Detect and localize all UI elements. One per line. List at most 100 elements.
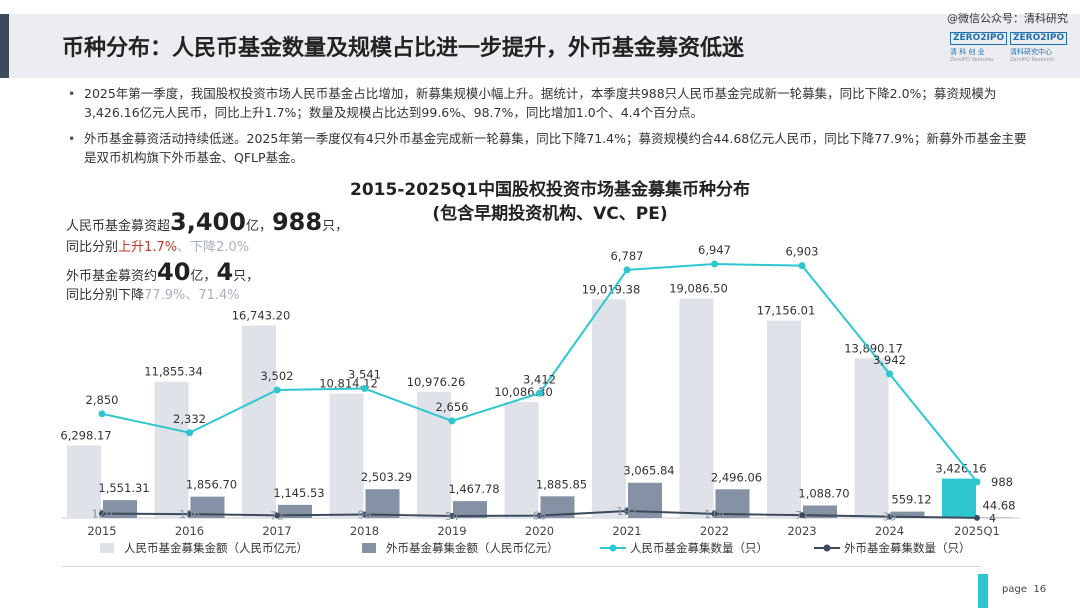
rmb-count-label: 3,942 <box>873 353 906 367</box>
fx-count-point <box>886 513 893 520</box>
fx-count-point <box>274 512 280 519</box>
x-tick-label: 2016 <box>175 524 204 538</box>
fx-count-point <box>711 510 718 517</box>
rmb-anno-amount: 3,400 <box>170 208 246 236</box>
rmb-anno-text: 人民币基金募资超 <box>66 219 171 234</box>
fx-count-label: 106 <box>179 508 200 521</box>
fx-count-point <box>99 510 105 517</box>
rmb-amount-label: 11,855.34 <box>144 365 203 379</box>
page-label: page <box>1002 584 1027 595</box>
fx-count-label: 4 <box>989 512 996 525</box>
page-number: page 16 <box>1002 584 1046 595</box>
legend-label: 人民币基金募集金额（人民币亿元） <box>124 541 308 555</box>
rmb-amount-bar <box>242 325 276 518</box>
rmb-anno-up: 上升1.7% <box>118 240 178 255</box>
header-accent <box>0 14 9 78</box>
rmb-count-label: 3,541 <box>348 368 381 382</box>
fx-anno-unit1: 亿， <box>190 269 217 284</box>
rmb-amount-bar <box>67 445 101 518</box>
fx-anno-yoy: 同比分别下降 <box>66 288 145 303</box>
legend-swatch <box>362 543 376 553</box>
rmb-anno-down: 下降2.0% <box>190 240 250 255</box>
rmb-amount-label: 19,019.38 <box>582 282 641 296</box>
fx-count-label: 114 <box>704 508 725 521</box>
x-tick-label: 2017 <box>262 524 291 538</box>
rmb-anno-unit1: 亿， <box>245 219 272 234</box>
fx-count-label: 72 <box>270 509 284 522</box>
rmb-anno-sep: 、 <box>177 240 191 255</box>
logo-cn-left: 清 科 创 业 <box>950 48 985 56</box>
rmb-count-label: 2,656 <box>436 400 469 414</box>
fx-annotation-line1: 外币基金募资约40亿，4只， <box>66 258 259 286</box>
logo-mark-right: ZERO2IPO <box>1010 32 1068 45</box>
fx-amount-label: 44.68 <box>983 498 1016 512</box>
fx-amount-label: 1,551.31 <box>98 481 149 495</box>
legend-swatch <box>100 543 114 553</box>
rmb-amount-bar <box>592 299 626 518</box>
chart-subtitle: (包含早期投资机构、VC、PE) <box>432 204 668 224</box>
rmb-amount-bar <box>942 478 976 518</box>
rmb-count-label: 6,903 <box>786 245 819 259</box>
bullet-fx: 外币基金募资活动持续低迷。2025年第一季度仅有4只外币基金完成新一轮募集，同比… <box>68 129 1028 167</box>
page-number-value: 16 <box>1033 584 1047 595</box>
rmb-count-label: 3,412 <box>523 372 556 386</box>
fx-count-label: 39 <box>883 511 897 524</box>
fx-amount-label: 559.12 <box>891 493 931 507</box>
rmb-count-label: 2,332 <box>173 412 206 426</box>
fx-anno-amount: 40 <box>157 258 191 286</box>
footer-divider <box>62 566 982 567</box>
rmb-count-point <box>273 386 281 394</box>
fx-count-label: 66 <box>533 510 547 523</box>
x-tick-label: 2018 <box>350 524 379 538</box>
fx-count-label: 96 <box>358 508 372 521</box>
rmb-amount-label: 3,426.16 <box>935 462 986 476</box>
rmb-count-point <box>536 389 543 397</box>
fx-amount-label: 1,885.85 <box>536 477 587 491</box>
fx-count-label: 120 <box>92 508 113 521</box>
fx-anno-count: 4 <box>216 258 234 286</box>
fx-amount-label: 1,467.78 <box>448 482 499 496</box>
fx-count-point <box>449 513 455 520</box>
fx-amount-bar <box>453 501 487 518</box>
rmb-amount-label: 17,156.01 <box>757 304 816 318</box>
fx-count-point <box>186 511 193 518</box>
fx-amount-label: 1,088.70 <box>798 486 849 500</box>
rmb-count-point <box>973 478 981 486</box>
rmb-amount-bar <box>154 381 189 518</box>
rmb-amount-label: 10,976.26 <box>407 375 466 389</box>
fx-count-label: 54 <box>445 510 459 523</box>
rmb-count-label: 2,850 <box>86 393 119 407</box>
fx-count-point <box>974 514 980 521</box>
rmb-annotation-line1: 人民币基金募资超3,400亿，988只， <box>66 208 348 236</box>
rmb-count-point <box>798 262 806 270</box>
x-tick-label: 2019 <box>437 524 466 538</box>
rmb-anno-count: 988 <box>271 208 323 236</box>
x-tick-label: 2022 <box>700 524 729 538</box>
fx-amount-label: 1,145.53 <box>273 486 324 500</box>
rmb-count-point <box>711 260 718 268</box>
fx-count-label: 192 <box>617 505 638 518</box>
fx-anno-text: 外币基金募资约 <box>66 269 158 284</box>
legend-label: 外币基金募集金额（人民币亿元） <box>386 541 559 555</box>
fx-count-point <box>361 511 368 518</box>
rmb-count-point <box>361 385 368 393</box>
rmb-count-point <box>448 417 456 425</box>
rmb-count-point <box>886 370 893 378</box>
fx-count-point <box>624 507 630 514</box>
rmb-amount-label: 13,890.17 <box>844 341 903 355</box>
fx-amount-label: 3,065.84 <box>623 464 674 478</box>
legend-marker <box>609 544 617 552</box>
fx-amount-bar <box>890 511 925 518</box>
fx-amount-bar <box>190 496 225 518</box>
rmb-anno-unit2: 只， <box>322 219 349 234</box>
rmb-count-label: 6,787 <box>611 249 644 263</box>
fx-count-label: 77 <box>795 509 809 522</box>
rmb-count-label: 988 <box>991 475 1013 489</box>
rmb-anno-yoy: 同比分别 <box>66 240 119 255</box>
x-tick-label: 2021 <box>612 524 641 538</box>
x-tick-label: 2024 <box>875 524 904 538</box>
legend-marker <box>823 544 831 552</box>
chart-title-block: 2015-2025Q1中国股权投资市场基金募集币种分布 (包含早期投资机构、VC… <box>300 178 800 226</box>
rmb-count-point <box>186 429 193 437</box>
rmb-amount-bar <box>417 391 451 518</box>
